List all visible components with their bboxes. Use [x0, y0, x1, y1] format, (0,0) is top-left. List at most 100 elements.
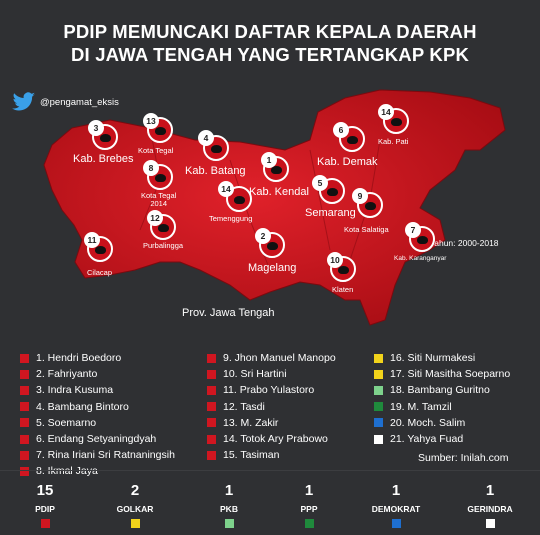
label-pati: Kab. Pati [378, 137, 409, 146]
legend-item: 4. Bambang Bintoro [20, 399, 175, 415]
legend-color-swatch [20, 418, 29, 428]
legend-item-text: 1. Hendri Boedoro [36, 352, 122, 364]
twitter-bird-icon [12, 92, 35, 111]
marker-pati [383, 108, 409, 134]
legend-color-swatch [207, 369, 216, 379]
party-color-swatch [391, 519, 401, 528]
marker-number-batang: 4 [198, 130, 214, 146]
legend-item-text: 6. Endang Setyaningdyah [36, 433, 157, 446]
label-temenggung: Temenggung [209, 214, 253, 223]
legend-item: 10. Sri Hartini [207, 366, 336, 382]
years-note: Tahun: 2000-2018 [430, 238, 499, 248]
legend-item: 6. Endang Setyaningdyah [20, 431, 175, 447]
party-name: GOLKAR [116, 504, 154, 514]
legend-item: 7. Rina Iriani Sri Ratnaningsih [20, 447, 175, 463]
legend-item: 2. Fahriyanto [20, 366, 175, 382]
party-color-swatch [40, 519, 50, 528]
label-kota-tegal-2014: Kota Tegal 2014 [141, 191, 177, 208]
marker-number-purbalingga: 12 [147, 210, 163, 226]
province-shape [43, 89, 506, 326]
party-color-swatch [304, 519, 314, 528]
marker-number-kota-tegal: 13 [143, 113, 159, 129]
legend-item-text: 19. M. Tamzil [390, 400, 452, 413]
marker-number-demak: 6 [333, 122, 349, 138]
party-pkb: 1 PKB [184, 482, 274, 528]
party-name: PKB [220, 504, 238, 514]
legend-column-3: 16. Siti Nurmakesi 17. Siti Masitha Soepa… [374, 350, 510, 447]
legend-item-text: 2. Fahriyanto [36, 368, 98, 381]
party-color-swatch [130, 519, 140, 528]
marker-number-kendal: 1 [261, 152, 277, 168]
party-count: 1 [224, 482, 234, 499]
legend-item: 9. Jhon Manuel Manopo [207, 350, 336, 366]
legend-color-swatch [20, 450, 29, 460]
divider [0, 470, 540, 471]
legend-item: 8. Ikmal Jaya [20, 463, 175, 479]
legend-item: 18. Bambang Guritno [374, 382, 510, 398]
party-name: DEMOKRAT [371, 504, 421, 514]
twitter-handle-text: @pengamat_eksis [40, 96, 119, 108]
legend-column-2: 9. Jhon Manuel Manopo 10. Sri Hartini 11. … [207, 350, 336, 463]
legend-color-swatch [20, 353, 29, 363]
legend-color-swatch [207, 353, 216, 363]
party-golkar: 2 GOLKAR [90, 482, 180, 528]
title-line-2: DI JAWA TENGAH YANG TERTANGKAP KPK [70, 44, 470, 65]
legend-item: 5. Soemarno [20, 415, 175, 431]
legend-item: 14. Totok Ary Prabowo [207, 431, 336, 447]
legend-color-swatch [374, 434, 383, 444]
label-kota-tegal: Kota Tegal [138, 146, 174, 155]
marker-number-magelang: 2 [255, 228, 271, 244]
label-magelang: Magelang [248, 262, 297, 274]
legend-item: 15. Tasiman [207, 447, 336, 463]
legend-color-swatch [207, 402, 216, 412]
legend-item: 19. M. Tamzil [374, 399, 510, 415]
legend-color-swatch [20, 434, 29, 444]
source-credit: Sumber: Inilah.com [418, 452, 509, 464]
legend-color-swatch [374, 418, 383, 428]
label-salatiga: Kota Salatiga [344, 225, 389, 234]
party-demokrat: 1 DEMOKRAT [351, 482, 441, 528]
label-batang: Kab. Batang [185, 165, 246, 177]
marker-number-pati: 14 [378, 104, 394, 120]
page-title: PDIP MEMUNCAKI DAFTAR KEPALA DAERAH DI J… [0, 20, 540, 66]
marker-karanganyar [409, 226, 435, 252]
label-kendal: Kab. Kendal [249, 186, 309, 198]
legend-item-text: 3. Indra Kusuma [36, 384, 114, 397]
legend-item: 13. M. Zakir [207, 415, 336, 431]
legend-color-swatch [207, 386, 216, 395]
legend-item-text: 18. Bambang Guritno [390, 384, 490, 397]
legend-item: 12. Tasdi [207, 399, 336, 415]
legend-item-text: 12. Tasdi [223, 400, 265, 413]
legend-color-swatch [374, 369, 383, 379]
label-cilacap: Cilacap [87, 268, 113, 277]
party-gerindra: 1 GERINDRA [445, 482, 535, 528]
party-count: 1 [485, 482, 495, 499]
party-count: 15 [36, 482, 54, 499]
legend-item-text: 10. Sri Hartini [223, 368, 287, 381]
marker-number-cilacap: 11 [84, 232, 100, 248]
title-line-1: PDIP MEMUNCAKI DAFTAR KEPALA DAERAH [63, 21, 477, 42]
party-color-swatch [224, 519, 234, 528]
legend-item: 11. Prabo Yulastoro [207, 382, 336, 398]
marker-number-salatiga: 9 [352, 188, 368, 204]
label-klaten: Klaten [332, 285, 354, 294]
legend-item: 16. Siti Nurmakesi [374, 350, 510, 366]
legend-color-swatch [207, 434, 216, 444]
label-purbalingga: Purbalingga [143, 241, 184, 250]
party-ppp: 1 PPP [264, 482, 354, 528]
party-name: PDIP [35, 504, 55, 514]
legend-item: 1. Hendri Boedoro [20, 350, 175, 366]
legend-item-text: 21. Yahya Fuad [390, 433, 464, 446]
legend-item: 20. Moch. Salim [374, 415, 510, 431]
marker-number-semarang: 5 [312, 175, 328, 191]
label-semarang: Semarang [305, 207, 356, 219]
legend-item-text: 8. Ikmal Jaya [36, 465, 98, 478]
marker-number-kota-tegal-2014: 8 [143, 160, 159, 176]
marker-number-klaten: 10 [327, 252, 343, 268]
party-color-swatch [485, 519, 495, 528]
party-name: GERINDRA [467, 504, 513, 514]
legend-item-text: 15. Tasiman [223, 449, 280, 462]
twitter-handle: @pengamat_eksis [12, 92, 119, 112]
label-brebes: Kab. Brebes [73, 153, 134, 165]
party-name: PPP [300, 504, 318, 514]
